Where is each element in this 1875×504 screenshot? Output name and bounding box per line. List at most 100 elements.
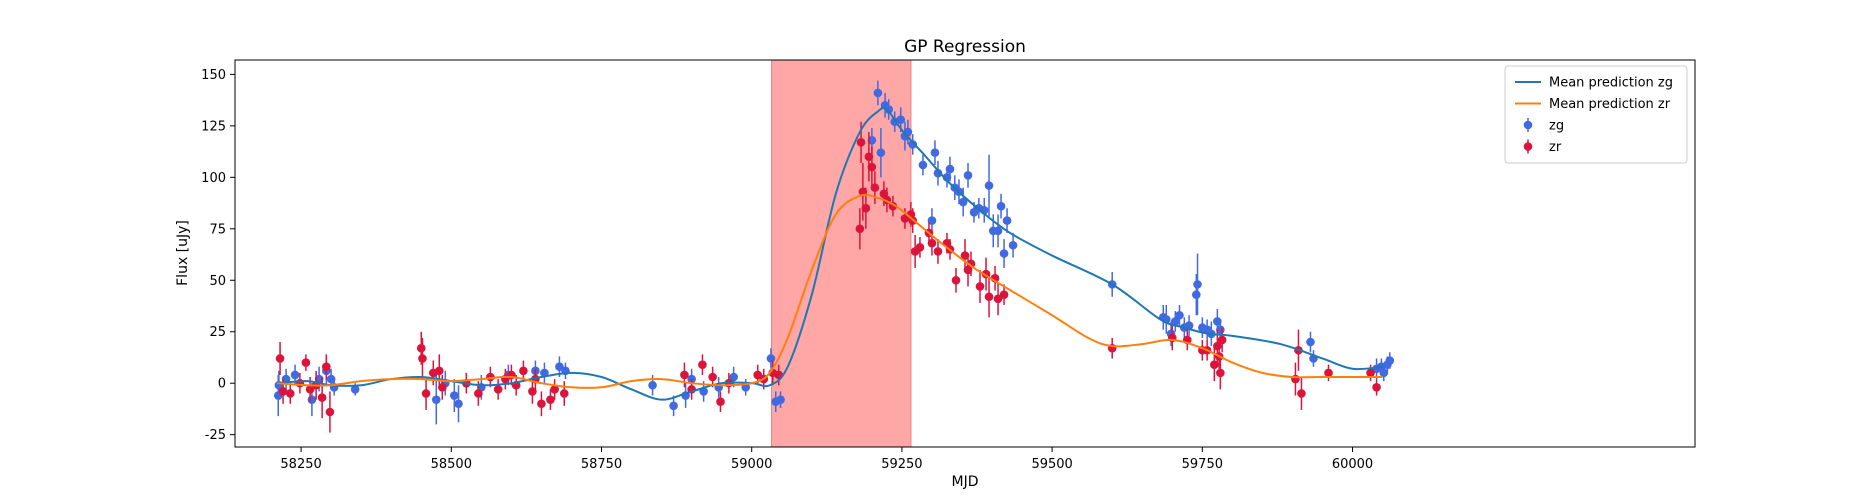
- data-point: [322, 362, 331, 372]
- data-point: [1213, 317, 1222, 326]
- data-point: [867, 162, 877, 172]
- data-point: [326, 374, 336, 384]
- data-point: [708, 372, 717, 382]
- data-point: [884, 105, 893, 114]
- y-axis: -25 0 25 50 75 100 125 150: [201, 68, 235, 443]
- data-point: [550, 385, 559, 394]
- data-point: [418, 354, 427, 363]
- data-point: [421, 389, 431, 398]
- data-point: [493, 385, 503, 394]
- x-tick-label: 58750: [581, 457, 622, 472]
- data-point: [648, 380, 657, 390]
- data-point: [896, 115, 906, 124]
- data-point: [1193, 280, 1202, 289]
- legend-label: Mean prediction zg: [1549, 76, 1673, 91]
- x-tick-label: 59000: [731, 457, 772, 472]
- data-point: [275, 354, 285, 363]
- chart-title: GP Regression: [904, 37, 1026, 57]
- data-point: [855, 224, 865, 234]
- data-point: [963, 170, 973, 180]
- x-tick-label: 59750: [1182, 457, 1223, 472]
- data-point: [999, 290, 1009, 299]
- data-point: [918, 160, 928, 170]
- highlight-region: [771, 59, 912, 448]
- data-point: [776, 395, 785, 404]
- data-point: [993, 294, 1003, 304]
- y-tick-label: 100: [201, 171, 226, 186]
- legend: Mean prediction zg Mean prediction zr zg zr: [1504, 65, 1688, 164]
- data-point: [1379, 368, 1389, 378]
- data-point: [546, 395, 555, 404]
- data-point: [519, 366, 528, 376]
- data-point: [528, 387, 537, 396]
- line-layer: [276, 106, 1383, 401]
- data-point: [930, 148, 940, 157]
- data-point: [431, 395, 441, 404]
- data-point: [1216, 368, 1225, 378]
- data-point: [1217, 335, 1227, 345]
- data-point: [1297, 389, 1306, 398]
- data-point: [716, 397, 725, 407]
- data-point: [290, 370, 300, 380]
- data-point: [278, 387, 288, 396]
- data-point: [301, 358, 311, 367]
- y-tick-label: -25: [205, 428, 226, 443]
- data-point: [1366, 368, 1375, 378]
- data-point: [908, 140, 918, 149]
- legend-label: Mean prediction zr: [1549, 97, 1671, 112]
- data-point: [1170, 317, 1180, 326]
- y-tick-label: 75: [209, 222, 226, 237]
- data-point: [680, 370, 689, 380]
- data-point: [927, 216, 937, 225]
- x-axis: 58250 58500 58750 59000 59250 59500 59750 60000: [280, 447, 1373, 472]
- data-point: [1175, 310, 1184, 320]
- data-point: [993, 226, 1003, 236]
- data-point: [858, 187, 868, 197]
- data-point: [437, 383, 447, 392]
- y-tick-label: 50: [209, 274, 226, 289]
- legend-box: [1504, 65, 1688, 164]
- data-point: [1372, 383, 1381, 392]
- legend-label: zg: [1549, 119, 1564, 134]
- legend-label: zr: [1549, 140, 1562, 155]
- data-point: [1324, 368, 1333, 378]
- data-point: [1002, 216, 1012, 225]
- data-point: [996, 201, 1006, 211]
- data-point: [933, 168, 943, 178]
- data-point: [900, 214, 910, 223]
- legend-marker-swatch: [1523, 120, 1533, 130]
- x-tick-label: 60000: [1332, 457, 1373, 472]
- legend-item: zg: [1523, 118, 1564, 134]
- data-point: [1192, 290, 1201, 299]
- data-point: [540, 368, 549, 378]
- legend-item: zr: [1523, 139, 1562, 155]
- data-point: [669, 401, 678, 411]
- data-point: [307, 395, 317, 404]
- data-point: [559, 389, 569, 398]
- series-line-Mean prediction zg: [276, 106, 1383, 401]
- data-point: [876, 148, 886, 157]
- legend-marker-swatch: [1523, 142, 1533, 151]
- data-point: [915, 243, 925, 252]
- highlight-layer: [771, 59, 912, 448]
- data-point: [856, 138, 866, 147]
- data-point: [873, 88, 883, 98]
- data-point: [984, 292, 994, 302]
- x-tick-label: 58250: [280, 457, 321, 472]
- legend-item: Mean prediction zr: [1515, 97, 1671, 112]
- legend-item: Mean prediction zg: [1515, 76, 1673, 91]
- data-point: [416, 343, 426, 353]
- x-tick-label: 59250: [881, 457, 922, 472]
- data-point: [1306, 337, 1315, 347]
- data-point: [753, 370, 763, 380]
- y-tick-label: 0: [218, 377, 226, 392]
- data-point: [975, 282, 985, 291]
- data-point: [325, 407, 335, 417]
- data-point: [317, 393, 327, 402]
- data-point: [285, 389, 295, 398]
- data-point: [958, 197, 968, 207]
- data-point: [555, 362, 564, 372]
- plot-frame: [234, 59, 1696, 448]
- data-point: [729, 372, 738, 382]
